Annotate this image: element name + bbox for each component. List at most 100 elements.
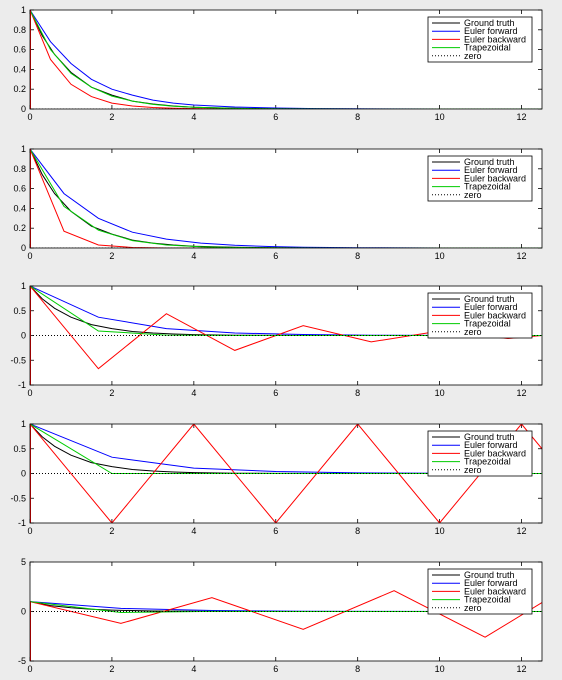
- x-tick-label: 6: [273, 526, 278, 536]
- y-tick-label: 0.8: [13, 164, 26, 174]
- y-tick-label: 0: [21, 469, 26, 479]
- x-tick-label: 10: [435, 388, 445, 398]
- x-tick-label: 6: [273, 388, 278, 398]
- x-tick-label: 2: [109, 112, 114, 122]
- x-tick-label: 4: [191, 251, 196, 261]
- y-tick-label: 0.4: [13, 64, 26, 74]
- y-tick-label: 0.6: [13, 45, 26, 55]
- legend-label: Euler backward: [464, 34, 526, 44]
- y-tick-label: -1: [18, 518, 26, 528]
- x-tick-label: 0: [27, 251, 32, 261]
- series-euler-backward: [30, 10, 542, 109]
- y-tick-label: 0.2: [13, 223, 26, 233]
- legend-label: Ground truth: [464, 294, 515, 304]
- series-euler-backward: [30, 149, 542, 248]
- series-euler-backward: [30, 590, 542, 638]
- x-tick-label: 12: [517, 251, 527, 261]
- legend-label: zero: [464, 190, 482, 200]
- legend-label: Euler backward: [464, 310, 526, 320]
- axes-box: [29, 148, 543, 249]
- legend-label: Euler forward: [464, 26, 518, 36]
- legend-label: zero: [464, 327, 482, 337]
- x-tick-label: 8: [355, 251, 360, 261]
- x-tick-label: 2: [109, 526, 114, 536]
- y-tick-label: 0.2: [13, 84, 26, 94]
- x-tick-label: 10: [435, 664, 445, 674]
- x-tick-label: 4: [191, 664, 196, 674]
- legend-label: Euler forward: [464, 578, 518, 588]
- axes-box: [29, 285, 543, 386]
- series-trapezoidal: [30, 149, 542, 248]
- legend-label: Euler backward: [464, 448, 526, 458]
- axes-box: [29, 423, 543, 524]
- x-tick-label: 8: [355, 664, 360, 674]
- x-tick-label: 6: [273, 251, 278, 261]
- legend-label: Euler backward: [464, 173, 526, 183]
- legend-label: Ground truth: [464, 18, 515, 28]
- x-tick-label: 12: [517, 664, 527, 674]
- legend-label: zero: [464, 603, 482, 613]
- legend-label: zero: [464, 465, 482, 475]
- y-tick-label: 0: [21, 243, 26, 253]
- legend-label: Euler forward: [464, 165, 518, 175]
- y-tick-label: 0.4: [13, 203, 26, 213]
- x-tick-label: 0: [27, 664, 32, 674]
- y-tick-label: 0.5: [13, 306, 26, 316]
- legend-label: Trapezoidal: [464, 595, 511, 605]
- legend-label: zero: [464, 51, 482, 61]
- y-tick-label: 1: [21, 419, 26, 429]
- legend-label: Trapezoidal: [464, 457, 511, 467]
- legend-label: Trapezoidal: [464, 319, 511, 329]
- x-tick-label: 8: [355, 112, 360, 122]
- x-tick-label: 12: [517, 112, 527, 122]
- x-tick-label: 4: [191, 388, 196, 398]
- x-tick-label: 4: [191, 526, 196, 536]
- legend-label: Ground truth: [464, 157, 515, 167]
- y-tick-label: 0.8: [13, 25, 26, 35]
- legend-label: Ground truth: [464, 570, 515, 580]
- y-tick-label: 0: [21, 104, 26, 114]
- x-tick-label: 4: [191, 112, 196, 122]
- y-tick-label: -0.5: [10, 355, 26, 365]
- x-tick-label: 2: [109, 251, 114, 261]
- y-tick-label: -0.5: [10, 493, 26, 503]
- x-tick-label: 0: [27, 526, 32, 536]
- x-tick-label: 6: [273, 112, 278, 122]
- y-tick-label: 0: [21, 607, 26, 617]
- y-tick-label: 1: [21, 281, 26, 291]
- x-tick-label: 10: [435, 526, 445, 536]
- axes-box: [29, 561, 543, 662]
- legend-label: Trapezoidal: [464, 43, 511, 53]
- y-tick-label: 0: [21, 331, 26, 341]
- x-tick-label: 10: [435, 251, 445, 261]
- y-tick-label: 0.5: [13, 444, 26, 454]
- x-tick-label: 0: [27, 388, 32, 398]
- legend-label: Euler forward: [464, 302, 518, 312]
- x-tick-label: 8: [355, 526, 360, 536]
- legend-label: Euler forward: [464, 440, 518, 450]
- y-tick-label: -5: [18, 656, 26, 666]
- legend-label: Euler backward: [464, 586, 526, 596]
- legend-label: Ground truth: [464, 432, 515, 442]
- axes-box: [29, 9, 543, 110]
- x-tick-label: 0: [27, 112, 32, 122]
- x-tick-label: 6: [273, 664, 278, 674]
- y-tick-label: -1: [18, 380, 26, 390]
- x-tick-label: 2: [109, 664, 114, 674]
- x-tick-label: 2: [109, 388, 114, 398]
- y-tick-label: 1: [21, 144, 26, 154]
- y-tick-label: 5: [21, 557, 26, 567]
- x-tick-label: 8: [355, 388, 360, 398]
- x-tick-label: 12: [517, 526, 527, 536]
